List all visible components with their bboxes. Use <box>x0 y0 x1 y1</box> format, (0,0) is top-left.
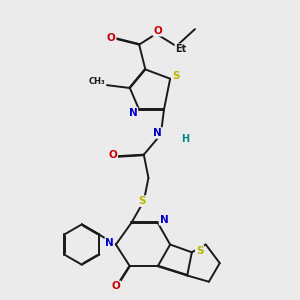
Text: Et: Et <box>176 44 187 54</box>
Text: S: S <box>196 246 203 256</box>
Text: N: N <box>153 128 162 138</box>
Text: CH₃: CH₃ <box>89 77 106 86</box>
Text: S: S <box>139 196 146 206</box>
Text: O: O <box>153 26 162 36</box>
Text: O: O <box>108 150 117 160</box>
Text: O: O <box>107 33 116 43</box>
Text: O: O <box>112 281 120 291</box>
Text: N: N <box>160 215 168 225</box>
Text: S: S <box>172 70 180 81</box>
Text: H: H <box>182 134 190 144</box>
Text: N: N <box>129 108 137 118</box>
Text: N: N <box>105 238 114 248</box>
